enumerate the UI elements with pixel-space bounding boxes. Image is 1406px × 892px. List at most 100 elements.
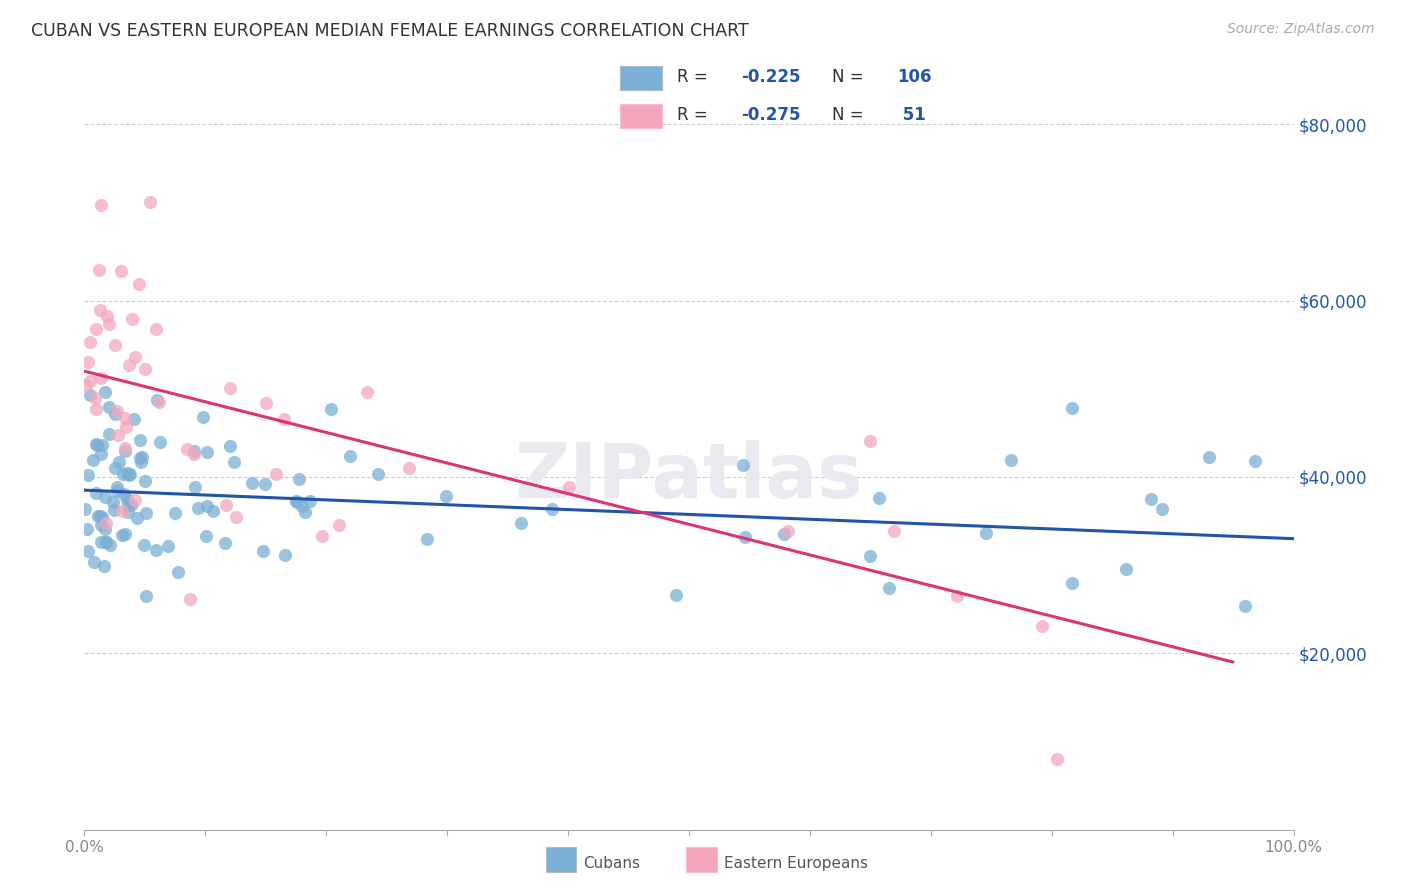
Point [367,467,389,481]
Point [191,409,214,424]
Point [184,480,207,494]
Point [120,467,142,482]
Point [94,523,117,537]
Point [311,529,333,543]
Point [129,433,152,447]
Point [128,277,150,292]
Point [145,322,167,336]
FancyBboxPatch shape [620,66,662,90]
Point [108,455,131,469]
Point [96,310,118,324]
Point [218,439,240,453]
Point [83,555,105,569]
Point [288,472,311,486]
Point [946,589,969,603]
Point [859,549,882,564]
Point [1243,453,1265,467]
Point [94,491,117,505]
Point [110,264,132,278]
Point [135,589,157,603]
Point [129,455,152,469]
Point [90,198,112,212]
Point [434,488,457,502]
Point [112,467,135,482]
Point [298,493,321,508]
Point [86,402,108,417]
Point [104,407,127,421]
Point [90,517,112,532]
Point [122,411,145,425]
Point [98,426,121,441]
Point [112,487,135,501]
Point [117,505,139,519]
Point [77,544,100,558]
Point [131,450,153,465]
Point [124,493,146,508]
Point [79,374,101,388]
Point [264,467,287,481]
Point [558,480,581,494]
Point [195,444,218,458]
Point [183,447,205,461]
Point [252,544,274,558]
Text: -0.275: -0.275 [741,106,801,124]
Point [115,419,138,434]
Point [118,358,141,372]
Point [157,539,180,553]
Point [356,384,378,399]
Point [97,317,120,331]
Point [117,498,139,512]
Point [134,362,156,376]
Point [254,396,277,410]
Text: R =: R = [676,106,713,124]
Point [1233,599,1256,613]
Point [94,535,117,549]
Point [114,411,136,425]
Point [90,448,112,462]
Point [149,435,172,450]
Point [84,322,107,336]
Point [776,524,799,538]
Point [107,479,129,493]
Point [148,395,170,409]
Point [84,391,107,405]
Point [859,434,882,448]
Point [1152,502,1174,516]
Point [86,437,108,451]
Point [1115,561,1137,575]
Point [120,498,142,512]
Point [76,467,98,482]
Point [273,412,295,426]
Point [76,355,98,369]
Point [111,504,134,518]
Point [240,475,263,490]
Point [121,311,143,326]
Point [89,263,111,277]
Point [91,438,114,452]
Point [86,509,108,524]
Point [105,483,128,498]
Point [416,532,439,546]
Point [187,500,209,515]
Point [134,475,156,489]
Point [104,460,127,475]
Point [285,494,308,508]
Point [167,565,190,579]
Point [294,505,316,519]
Point [89,508,111,523]
Point [75,377,97,392]
Point [145,542,167,557]
Point [219,381,242,395]
Point [1060,575,1083,590]
Point [91,509,114,524]
Point [104,338,127,352]
Point [84,437,107,451]
Point [224,455,246,469]
Point [877,581,900,595]
Point [1031,619,1053,633]
Point [101,495,124,509]
Point [94,385,117,400]
Point [96,516,118,530]
Point [90,371,112,385]
Point [1140,492,1163,507]
